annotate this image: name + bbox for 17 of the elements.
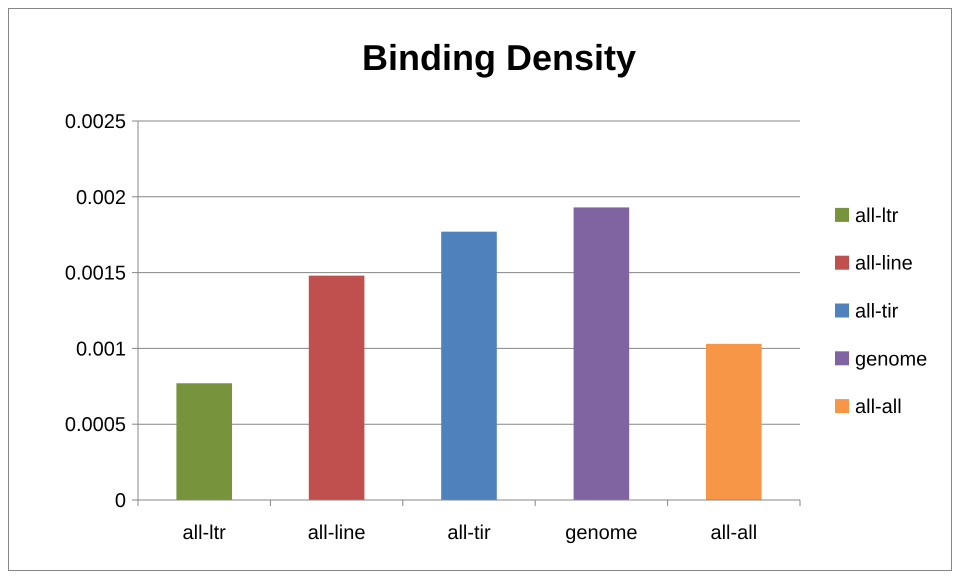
legend-label: all-line bbox=[855, 252, 913, 275]
y-tick-label: 0.001 bbox=[76, 338, 126, 360]
y-tick-label: 0.0005 bbox=[64, 414, 126, 436]
x-tick-label: all-tir bbox=[447, 522, 491, 544]
y-tick-label: 0.0015 bbox=[64, 262, 126, 285]
legend-label: genome bbox=[855, 348, 928, 370]
x-tick-label: all-line bbox=[308, 522, 366, 544]
y-tick-label: 0.002 bbox=[76, 186, 126, 209]
chart-title: Binding Density bbox=[362, 37, 636, 78]
legend-label: all-tir bbox=[855, 300, 899, 322]
x-tick-label: genome bbox=[565, 522, 638, 544]
x-tick-label: all-all bbox=[710, 522, 758, 544]
y-tick-label: 0 bbox=[114, 490, 126, 512]
legend-label: all-all bbox=[855, 396, 902, 418]
y-tick-label: 0.0025 bbox=[64, 111, 126, 133]
x-tick-label: all-ltr bbox=[182, 522, 226, 544]
legend-label: all-ltr bbox=[855, 204, 899, 227]
